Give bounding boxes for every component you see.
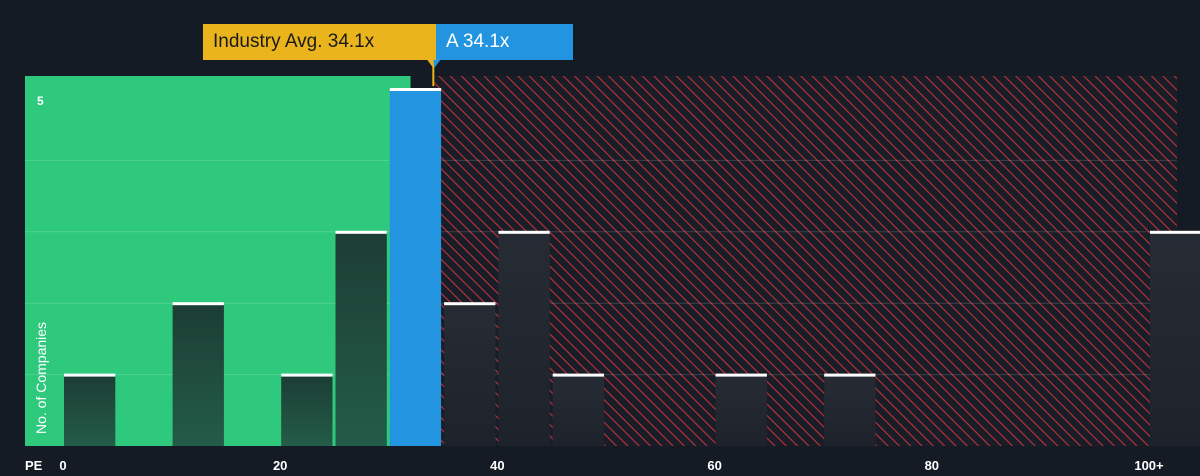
x-tick-100plus: 100+	[1134, 458, 1164, 473]
y-axis-label: No. of Companies	[33, 322, 49, 434]
y-axis: 5 No. of Companies	[33, 94, 49, 434]
bar-cap-10	[172, 302, 224, 306]
bar-cap-100	[1150, 230, 1200, 234]
x-axis: PE 0 20 40 60 80 100+	[25, 458, 1164, 473]
x-tick-40: 40	[490, 458, 504, 473]
x-axis-label: PE	[25, 458, 43, 473]
zone-notch	[410, 76, 434, 88]
bar-cap-30	[389, 88, 442, 91]
company-callout-pointer	[433, 60, 441, 68]
x-tick-20: 20	[273, 458, 287, 473]
bar-cap-40	[498, 230, 550, 234]
bar-45	[552, 374, 604, 446]
bar-cap-20	[281, 373, 333, 377]
bar-40	[498, 231, 550, 446]
bar-cap-0	[64, 373, 116, 377]
bar-10	[172, 303, 224, 446]
value-markers	[427, 60, 441, 86]
company-value-callout: A 34.1x	[436, 24, 573, 60]
y-tick-5: 5	[37, 94, 44, 108]
bar-30	[389, 89, 442, 446]
bar-20	[281, 374, 333, 446]
x-tick-80: 80	[925, 458, 939, 473]
industry-average-callout: Industry Avg. 34.1x	[203, 24, 436, 60]
bar-60	[715, 374, 767, 446]
bar-cap-35	[444, 302, 496, 306]
bar-cap-60	[715, 373, 767, 377]
x-tick-60: 60	[707, 458, 721, 473]
bar-cap-25	[335, 230, 387, 234]
bars	[64, 88, 1200, 446]
bar-cap-45	[552, 373, 604, 377]
bar-0	[64, 374, 116, 446]
industry-callout-pointer	[427, 60, 435, 68]
x-tick-0: 0	[59, 458, 66, 473]
bar-70	[824, 374, 876, 446]
bar-35	[444, 303, 496, 446]
bar-100	[1150, 231, 1200, 446]
bar-cap-70	[824, 373, 876, 377]
bar-25	[335, 231, 387, 446]
